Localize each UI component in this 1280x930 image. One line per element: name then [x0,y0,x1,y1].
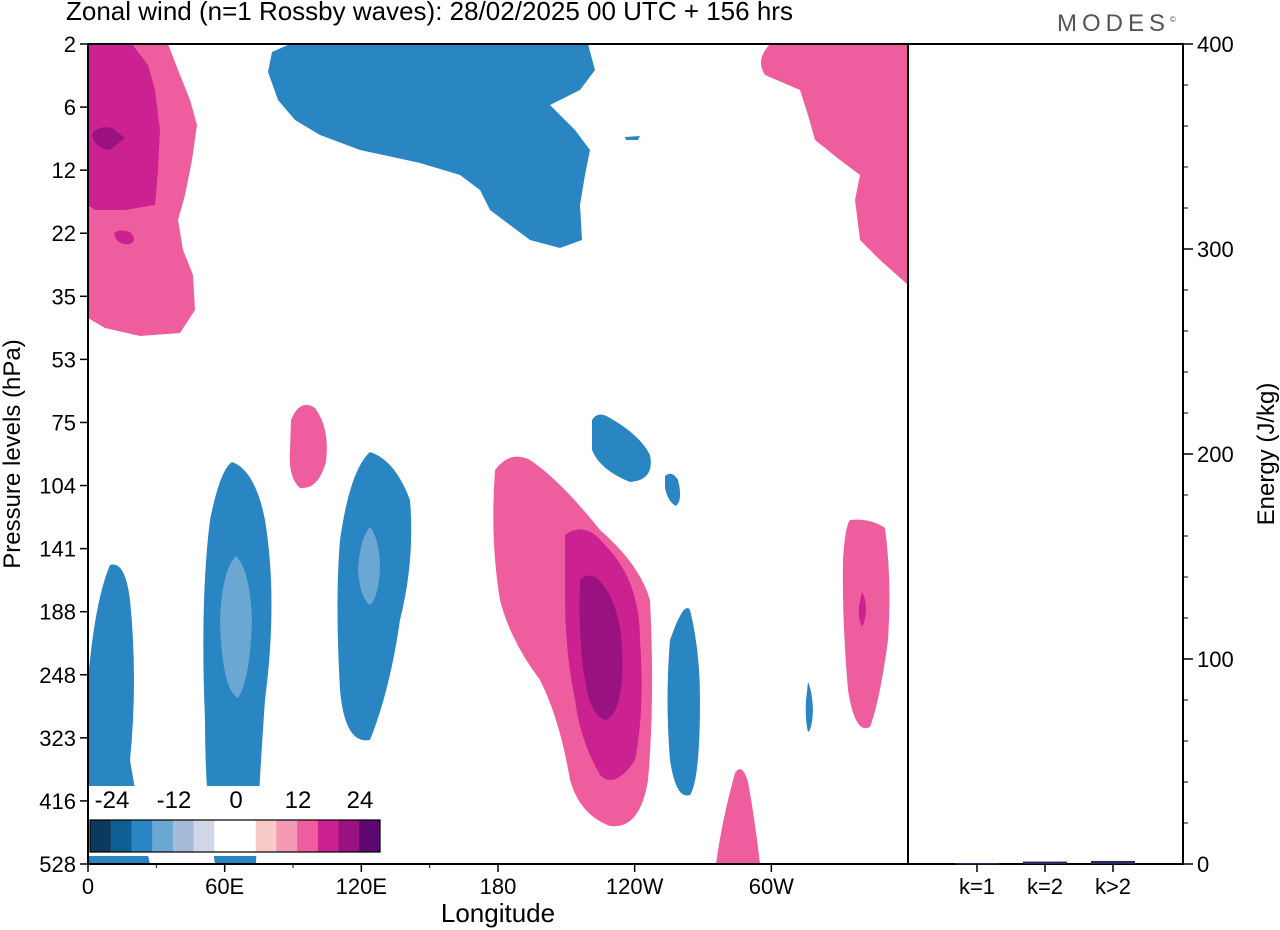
colorbar-label: 12 [285,787,312,814]
contour-region [842,519,890,729]
colorbar-label: -24 [95,787,130,814]
y-tick-label: 6 [64,95,76,120]
colorbar-swatch [90,820,112,852]
colorbar-swatch [193,820,215,852]
x-tick-label: 120E [336,874,387,899]
colorbar-swatch [152,820,174,852]
colorbar-swatch [110,820,132,852]
colorbar-swatch [214,820,236,852]
contour-region [716,769,760,864]
contour-region [220,556,252,698]
energy-bars: k=1 k=2 k>2 [955,860,1135,899]
y-tick-label: 323 [39,726,76,751]
contour-region [625,136,640,140]
y-tick-label: 12 [52,158,76,183]
colorbar-border [89,819,381,853]
chart-title: Zonal wind (n=1 Rossby waves): 28/02/202… [66,0,793,26]
contour-region [592,414,651,482]
colorbar: -24 -12 0 12 24 [88,786,382,856]
y-axis-label: Pressure levels (hPa) [0,339,26,568]
contour-region [88,44,160,210]
colorbar-label: 0 [229,787,242,814]
energy-tick-label: 300 [1197,237,1234,262]
x-tick-label: 60E [205,874,244,899]
energy-tick-label: 100 [1197,647,1234,672]
contour-region [358,527,380,605]
contour-region [92,127,125,150]
contour-region [579,575,623,720]
x-axis-label: Longitude [441,898,555,928]
contour-region [268,44,595,248]
energy-category-label: k=1 [959,874,995,899]
contour-region [834,44,908,183]
energy-tick-label: 0 [1197,852,1209,877]
y-tick-label: 53 [52,347,76,372]
y-tick-label: 35 [52,284,76,309]
x-tick-label: 180 [480,874,517,899]
contour-region [114,230,134,245]
colorbar-swatch [359,820,381,852]
energy-bar [955,862,999,865]
colorbar-swatch [276,820,298,852]
contour-region [665,473,681,506]
energy-tick-label: 200 [1197,442,1234,467]
y-tick-label: 141 [39,537,76,562]
colorbar-swatch [338,820,360,852]
energy-category-label: k>2 [1095,874,1131,899]
y-tick-label: 104 [39,474,76,499]
energy-tick-label: 400 [1197,32,1234,57]
colorbar-swatch [172,820,195,852]
y-tick-label: 188 [39,600,76,625]
colorbar-swatch [255,820,277,852]
modes-logo: MODES© [1057,10,1176,37]
energy-bar [1091,860,1135,864]
y-tick-label: 2 [64,32,76,57]
energy-bar [1023,861,1067,864]
colorbar-label: 24 [347,787,374,814]
energy-category-label: k=2 [1027,874,1063,899]
logo-text: MODES [1057,10,1171,37]
colorbar-swatch [297,820,319,852]
contour-region [805,682,813,732]
y-tick-label: 528 [39,852,76,877]
x-tick-label: 0 [82,874,94,899]
contour-region [667,608,700,796]
x-tick-label: 60W [749,874,794,899]
x-tick-label: 120W [606,874,664,899]
contour-field [88,44,908,864]
colorbar-swatch [317,820,340,852]
y-tick-label: 22 [52,221,76,246]
colorbar-swatch [131,820,153,852]
colorbar-label: -12 [157,787,192,814]
y-tick-label: 248 [39,663,76,688]
y-tick-label: 75 [52,410,76,435]
y-tick-label: 416 [39,789,76,814]
axes: 2 6 12 22 35 53 75 104 141 188 248 323 416 528 Pressur… [0,32,1280,928]
energy-axis-label: Energy (J/kg) [1253,383,1280,526]
contour-region [289,404,327,489]
contour-region [858,592,866,626]
colorbar-swatch [235,820,257,852]
